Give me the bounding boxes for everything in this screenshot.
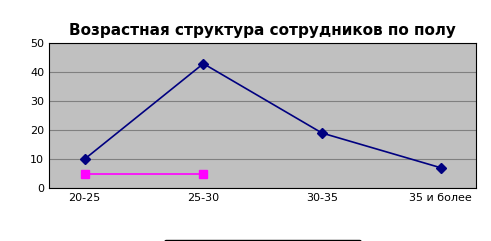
женщины [200,172,206,175]
Legend: мужчины, женщины: мужчины, женщины [164,240,361,241]
мужчины [200,62,206,65]
Title: Возрастная структура сотрудников по полу: Возрастная структура сотрудников по полу [69,23,456,38]
мужчины [319,132,325,134]
Line: мужчины: мужчины [81,60,444,171]
женщины [82,172,87,175]
Line: женщины: женщины [81,169,208,178]
мужчины [82,158,87,161]
мужчины [438,166,444,169]
